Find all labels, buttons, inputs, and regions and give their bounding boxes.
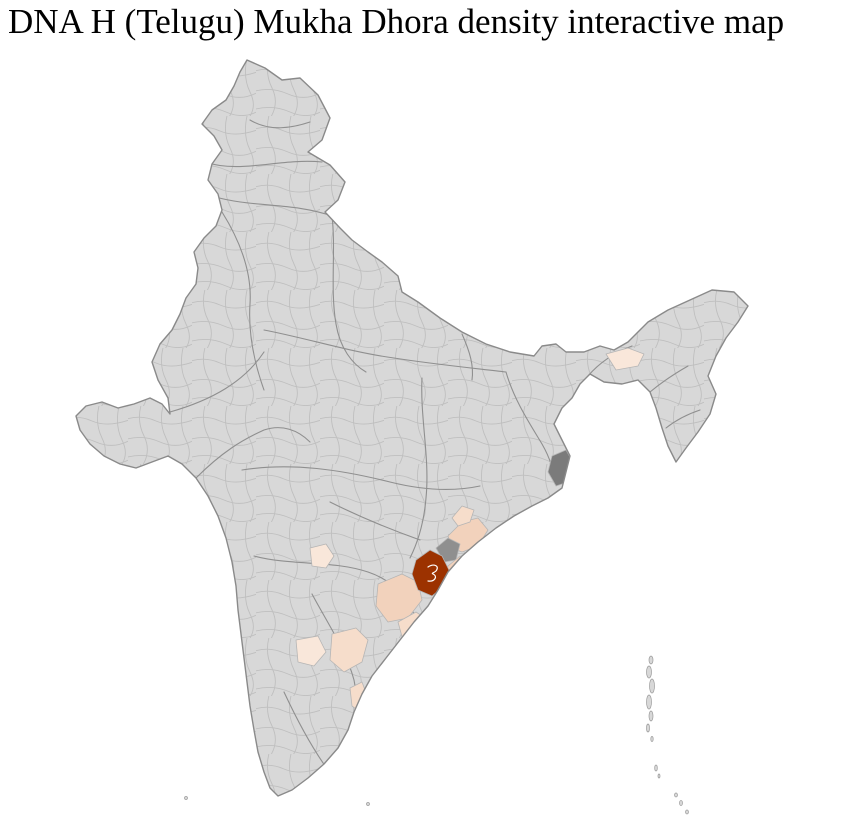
state-boundary-line [461, 333, 474, 381]
state-boundaries [169, 119, 701, 771]
state-boundary-line [409, 377, 428, 559]
district-light-density-coast-north-2[interactable] [451, 505, 475, 527]
andaman-island[interactable] [646, 694, 652, 710]
andaman-island[interactable] [646, 723, 650, 733]
page-title: DNA H (Telugu) Mukha Dhora density inter… [8, 2, 785, 41]
nicobar-island[interactable] [657, 773, 661, 779]
district-low-density-assam[interactable] [605, 347, 645, 371]
nicobar-island[interactable] [654, 764, 658, 772]
district-low-density-telangana[interactable] [309, 543, 335, 569]
lakshadweep-island[interactable] [184, 796, 188, 800]
state-boundary-line [249, 119, 311, 129]
district-medium-density-west[interactable] [375, 573, 423, 623]
state-boundary-line [665, 409, 701, 429]
andaman-island[interactable] [648, 710, 654, 722]
andaman-island[interactable] [648, 655, 654, 665]
nicobar-island[interactable] [679, 800, 683, 806]
andaman-island[interactable] [649, 678, 655, 694]
state-boundary-line [169, 351, 265, 413]
district-low-density-south-b[interactable] [295, 635, 327, 667]
state-boundary-line [329, 501, 421, 541]
state-boundary-line [195, 427, 311, 479]
choropleth-districts [295, 347, 645, 713]
state-boundary-line [241, 466, 481, 491]
state-boundary-line [221, 211, 265, 391]
district-low-density-south-a[interactable] [329, 627, 369, 673]
state-boundary-line [204, 160, 323, 168]
nicobar-island[interactable] [674, 792, 678, 798]
india-outline [75, 59, 749, 797]
enclave-boundary-mark [427, 564, 438, 582]
andaman-island[interactable] [650, 736, 654, 742]
nicobar-island[interactable] [685, 809, 689, 815]
state-boundary-line [649, 365, 689, 393]
state-boundary-line [331, 215, 367, 373]
state-boundary-line [283, 691, 329, 771]
andaman-island[interactable] [646, 665, 652, 679]
islands[interactable] [184, 655, 689, 815]
small-island[interactable] [366, 802, 370, 806]
